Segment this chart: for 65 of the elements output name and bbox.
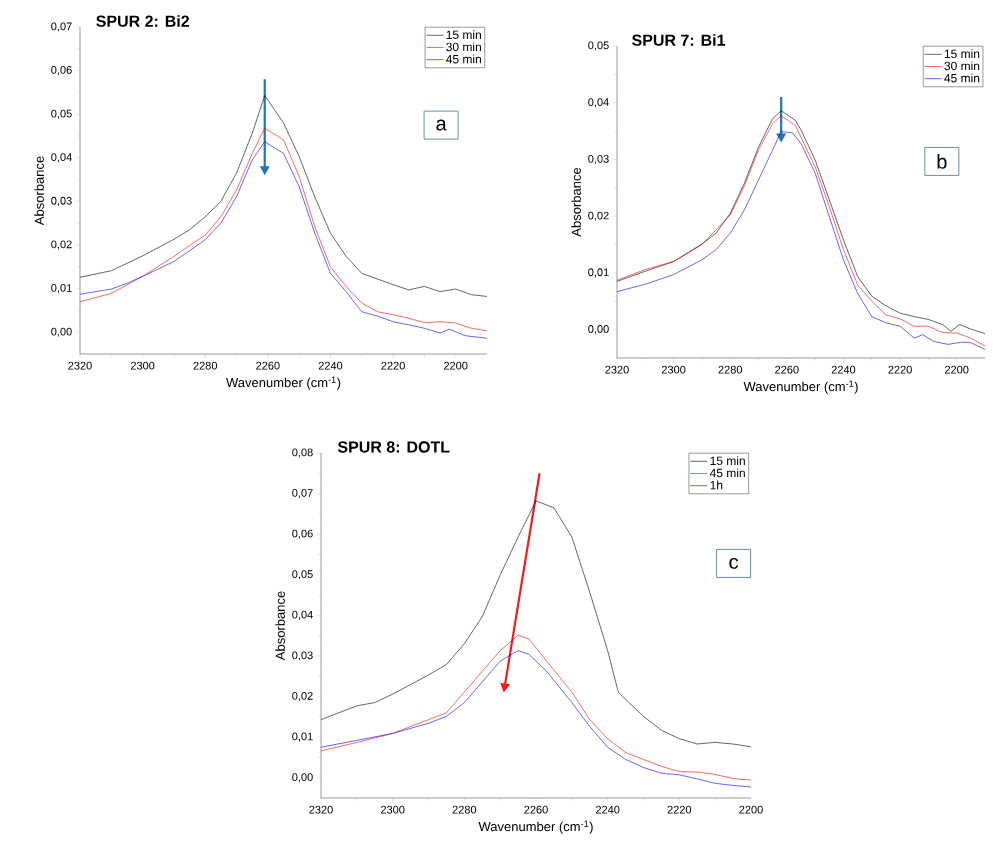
annotation: a xyxy=(436,119,447,131)
y-tick-label: 0,05 xyxy=(292,570,313,580)
legend-label: 30 min xyxy=(446,42,481,52)
y-tick-label: 0,05 xyxy=(588,41,609,51)
y-tick-label: 0,01 xyxy=(588,268,609,278)
y-tick-label: 0,02 xyxy=(588,211,609,221)
x-tick-label: 2300 xyxy=(661,365,686,374)
y-tick-label: 0,01 xyxy=(51,284,72,294)
y-tick-label: 0,02 xyxy=(292,691,313,702)
y-axis-title: Absorbance xyxy=(571,167,581,237)
y-tick-label: 0,03 xyxy=(588,154,609,164)
x-tick-label: 2280 xyxy=(718,365,743,374)
y-axis-title: Absorbance xyxy=(275,591,285,661)
x-tick-label: 2220 xyxy=(667,805,692,814)
y-tick-label: 0,00 xyxy=(51,327,72,337)
annotation: c xyxy=(729,557,739,569)
y-axis-title: Absorbance xyxy=(34,156,44,226)
x-tick-label: 2260 xyxy=(524,805,548,814)
y-tick-label: 0,00 xyxy=(588,325,609,335)
x-tick-label: 2300 xyxy=(380,805,405,814)
y-tick-label: 0,04 xyxy=(588,98,609,108)
legend-label: 15 min xyxy=(944,49,980,58)
x-tick-label: 2240 xyxy=(831,365,856,374)
y-tick-label: 0,07 xyxy=(292,489,313,499)
legend-label: 1h xyxy=(710,480,723,490)
x-tick-label: 2300 xyxy=(130,361,155,370)
annotation: b xyxy=(937,154,947,169)
legend-label: 45 min xyxy=(709,468,745,478)
x-tick-label: 2320 xyxy=(309,805,333,814)
y-tick-label: 0,07 xyxy=(51,22,72,32)
x-tick-label: 2200 xyxy=(444,361,468,370)
legend-label: 30 min xyxy=(944,61,980,71)
y-tick-label: 0,03 xyxy=(292,651,313,661)
chart-title: SPUR 8: DOTL xyxy=(337,441,450,453)
x-tick-label: 2220 xyxy=(381,361,405,370)
y-tick-label: 0,03 xyxy=(51,196,72,206)
x-tick-label: 2200 xyxy=(739,805,763,814)
x-axis-title: Wavenumber (cm$^{-1}$) xyxy=(226,376,341,390)
x-tick-label: 2320 xyxy=(68,361,92,370)
x-tick-label: 2260 xyxy=(775,365,799,374)
x-tick-label: 2280 xyxy=(193,361,218,370)
chart-title: SPUR 7: Bi1 xyxy=(632,34,726,46)
y-tick-label: 0,06 xyxy=(51,66,72,76)
y-tick-label: 0,02 xyxy=(51,240,72,250)
x-tick-label: 2260 xyxy=(256,361,280,370)
y-tick-label: 0,08 xyxy=(292,448,313,458)
x-tick-label: 2200 xyxy=(945,365,969,374)
x-tick-label: 2320 xyxy=(605,365,629,374)
y-tick-label: 0,05 xyxy=(51,109,72,119)
legend-label: 15 min xyxy=(446,30,481,39)
x-tick-label: 2220 xyxy=(888,365,912,374)
x-tick-label: 2240 xyxy=(595,805,620,814)
y-tick-label: 0,01 xyxy=(292,732,313,742)
x-axis-title: Wavenumber (cm$^{-1}$) xyxy=(743,380,858,394)
x-tick-label: 2240 xyxy=(318,361,343,370)
y-tick-label: 0,04 xyxy=(292,610,313,620)
legend-label: 15 min xyxy=(710,456,745,465)
x-tick-label: 2280 xyxy=(452,805,477,814)
x-axis-title: Wavenumber (cm$^{-1}$) xyxy=(478,820,593,834)
y-tick-label: 0,06 xyxy=(292,529,313,539)
y-tick-label: 0,00 xyxy=(292,773,313,783)
y-tick-label: 0,04 xyxy=(51,153,72,163)
legend-label: 45 min xyxy=(944,73,980,83)
chart-title: SPUR 2: Bi2 xyxy=(96,15,190,27)
legend-label: 45 min xyxy=(446,54,481,64)
